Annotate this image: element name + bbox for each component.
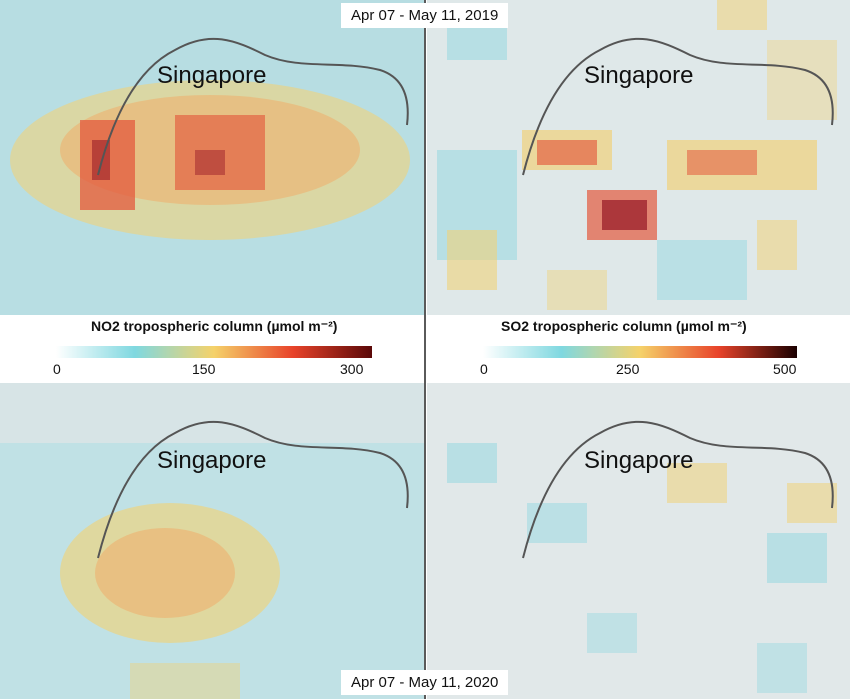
so2-tick-0: 0	[480, 361, 488, 377]
map-so2-2020: Singapore	[427, 383, 850, 699]
no2-color-bar	[56, 346, 372, 358]
panel-divider	[424, 0, 426, 699]
period-label-2019: Apr 07 - May 11, 2019	[341, 3, 509, 28]
so2-tick-250: 250	[616, 361, 640, 377]
so2-color-bar	[483, 346, 797, 358]
place-label-singapore: Singapore	[584, 447, 694, 474]
place-label-singapore: Singapore	[584, 62, 694, 89]
place-label-singapore: Singapore	[157, 62, 267, 89]
so2-legend: SO2 tropospheric column (µmol m⁻²) 0 250…	[427, 315, 850, 383]
map-no2-2019: Singapore	[0, 0, 424, 315]
no2-tick-300: 300	[340, 361, 364, 377]
no2-tick-0: 0	[53, 361, 61, 377]
period-label-2020: Apr 07 - May 11, 2020	[341, 670, 509, 695]
so2-legend-title: SO2 tropospheric column (µmol m⁻²)	[501, 318, 747, 334]
no2-tick-150: 150	[192, 361, 216, 377]
place-label-singapore: Singapore	[157, 447, 267, 474]
so2-tick-500: 500	[773, 361, 797, 377]
no2-legend: NO2 tropospheric column (µmol m⁻²) 0 150…	[0, 315, 424, 383]
no2-legend-title: NO2 tropospheric column (µmol m⁻²)	[91, 318, 338, 334]
map-so2-2019: Singapore	[427, 0, 850, 315]
map-no2-2020: Singapore	[0, 383, 424, 699]
